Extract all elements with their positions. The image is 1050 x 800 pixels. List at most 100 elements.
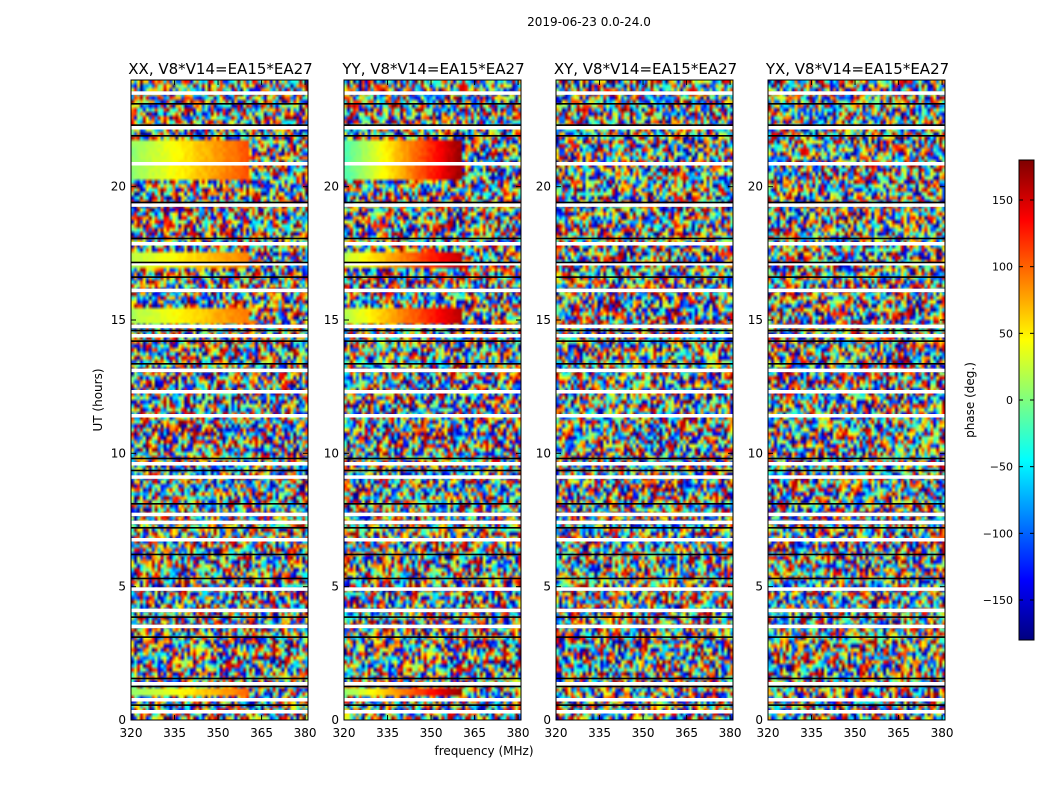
x-tick-label: 350 bbox=[844, 726, 867, 740]
flagged-row bbox=[556, 126, 733, 130]
flagged-row bbox=[131, 538, 308, 542]
row-separator bbox=[131, 237, 308, 240]
flagged-row bbox=[768, 91, 945, 95]
row-separator bbox=[131, 103, 308, 105]
row-separator bbox=[556, 553, 733, 556]
y-tick-label: 5 bbox=[331, 580, 339, 594]
flagged-row bbox=[768, 334, 945, 338]
row-separator bbox=[556, 685, 733, 688]
flagged-row bbox=[768, 390, 945, 394]
flagged-row bbox=[131, 414, 308, 418]
row-separator bbox=[768, 503, 945, 505]
y-tick-label: 5 bbox=[543, 580, 551, 594]
row-separator bbox=[131, 616, 308, 618]
flagged-row bbox=[768, 624, 945, 629]
flagged-row bbox=[556, 608, 733, 613]
flagged-row bbox=[556, 390, 733, 394]
row-separator bbox=[131, 553, 308, 556]
row-separator bbox=[344, 135, 521, 137]
row-separator bbox=[768, 201, 945, 204]
row-separator bbox=[344, 276, 521, 278]
y-tick-label: 10 bbox=[536, 446, 551, 460]
row-separator bbox=[556, 527, 733, 529]
flagged-row bbox=[344, 538, 521, 542]
flagged-row bbox=[768, 512, 945, 517]
y-tick-label: 10 bbox=[111, 446, 126, 460]
row-separator bbox=[344, 124, 521, 126]
flagged-row bbox=[344, 324, 521, 329]
flagged-row bbox=[556, 414, 733, 418]
row-separator bbox=[768, 135, 945, 137]
flagged-row bbox=[131, 390, 308, 394]
flagged-row bbox=[768, 710, 945, 714]
panel-title: XY, V8*V14=EA15*EA27 bbox=[554, 60, 737, 78]
flagged-row bbox=[131, 698, 308, 702]
row-separator bbox=[131, 276, 308, 278]
flagged-row bbox=[344, 475, 521, 479]
x-tick-label: 380 bbox=[719, 726, 742, 740]
flagged-row bbox=[768, 538, 945, 542]
flagged-row bbox=[768, 682, 945, 686]
y-tick-label: 20 bbox=[324, 180, 339, 194]
panel-frame bbox=[767, 79, 946, 721]
colorbar: 150 100 50 0 −50 −100 −150 phase (deg.) bbox=[963, 159, 1035, 641]
flagged-row bbox=[344, 262, 521, 266]
row-separator bbox=[344, 704, 521, 706]
x-tick-label: 365 bbox=[250, 726, 273, 740]
row-separator bbox=[344, 577, 521, 580]
flagged-row bbox=[131, 91, 308, 95]
panel-title: YY, V8*V14=EA15*EA27 bbox=[341, 60, 524, 78]
flagged-row bbox=[768, 162, 945, 166]
row-separator bbox=[131, 636, 308, 638]
row-separator bbox=[131, 503, 308, 505]
row-separator bbox=[768, 636, 945, 638]
flagged-row bbox=[556, 203, 733, 207]
flagged-row bbox=[768, 126, 945, 130]
row-separator bbox=[768, 363, 945, 365]
flagged-row bbox=[556, 162, 733, 166]
flagged-row bbox=[768, 414, 945, 418]
row-separator bbox=[344, 527, 521, 529]
row-separator bbox=[131, 135, 308, 137]
row-separator bbox=[768, 577, 945, 580]
colorbar-tick-label: 50 bbox=[999, 327, 1013, 340]
y-tick-label: 5 bbox=[755, 580, 763, 594]
flagged-row bbox=[768, 324, 945, 329]
row-separator bbox=[556, 363, 733, 365]
x-tick-label: 320 bbox=[333, 726, 356, 740]
row-separator bbox=[131, 363, 308, 365]
y-tick-label: 20 bbox=[111, 180, 126, 194]
row-separator bbox=[768, 469, 945, 472]
flagged-row bbox=[131, 475, 308, 479]
flagged-row bbox=[131, 288, 308, 293]
row-separator bbox=[131, 469, 308, 472]
row-separator bbox=[768, 457, 945, 460]
flagged-row bbox=[344, 462, 521, 466]
row-separator bbox=[556, 276, 733, 278]
x-tick-label: 335 bbox=[163, 726, 186, 740]
y-tick-label: 20 bbox=[748, 180, 763, 194]
flagged-row bbox=[556, 698, 733, 702]
y-tick-label: 15 bbox=[536, 313, 551, 327]
row-separator bbox=[556, 469, 733, 472]
y-tick-label: 15 bbox=[324, 313, 339, 327]
row-separator bbox=[556, 340, 733, 342]
flagged-row bbox=[556, 368, 733, 373]
panel-0: XX, V8*V14=EA15*EA27 320 335 350 365 380 0 5 10 1… bbox=[111, 60, 317, 740]
x-tick-label: 365 bbox=[887, 726, 910, 740]
flagged-row bbox=[344, 334, 521, 338]
row-separator bbox=[344, 503, 521, 505]
heatmap-image bbox=[768, 80, 945, 720]
colorbar-tick-label: −150 bbox=[983, 594, 1013, 607]
heatmap-image bbox=[131, 80, 308, 720]
flagged-row bbox=[556, 262, 733, 266]
row-separator bbox=[131, 340, 308, 342]
row-separator bbox=[768, 616, 945, 618]
flagged-row bbox=[344, 587, 521, 591]
flagged-row bbox=[556, 682, 733, 686]
flagged-row bbox=[556, 475, 733, 479]
flagged-row bbox=[344, 608, 521, 613]
panel-title: YX, V8*V14=EA15*EA27 bbox=[765, 60, 949, 78]
row-separator bbox=[131, 261, 308, 264]
row-separator bbox=[556, 503, 733, 505]
